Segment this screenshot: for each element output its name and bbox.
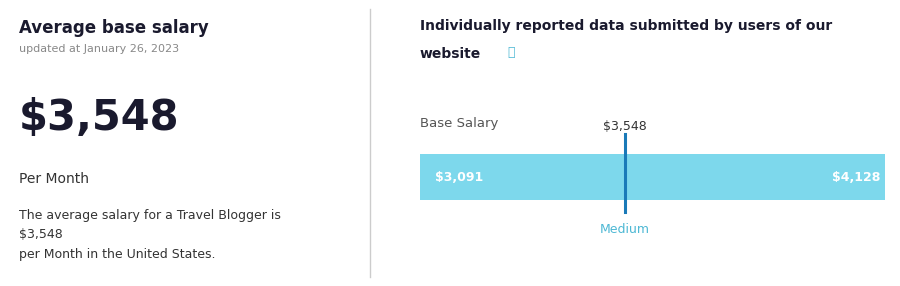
- Text: website: website: [419, 47, 481, 61]
- Text: updated at January 26, 2023: updated at January 26, 2023: [19, 44, 179, 54]
- Text: Medium: Medium: [599, 223, 650, 236]
- Text: ⓘ: ⓘ: [508, 46, 515, 59]
- Text: $3,548: $3,548: [603, 120, 646, 133]
- Bar: [419, 154, 885, 200]
- Text: The average salary for a Travel Blogger is
$3,548
per Month in the United States: The average salary for a Travel Blogger …: [19, 209, 281, 261]
- Text: $4,128: $4,128: [832, 171, 880, 184]
- Text: Base Salary: Base Salary: [419, 117, 498, 130]
- Text: Individually reported data submitted by users of our: Individually reported data submitted by …: [419, 19, 832, 33]
- Text: Average base salary: Average base salary: [19, 19, 209, 37]
- Text: $3,548: $3,548: [19, 97, 180, 139]
- Text: Per Month: Per Month: [19, 172, 89, 186]
- Text: $3,091: $3,091: [435, 171, 483, 184]
